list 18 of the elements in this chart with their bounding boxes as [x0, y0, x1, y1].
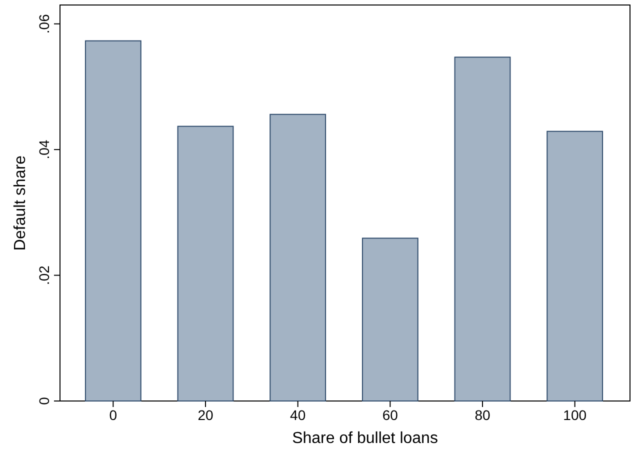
y-tick-label: .02 [36, 265, 52, 286]
x-tick-label: 100 [563, 406, 587, 423]
bar [362, 238, 418, 402]
bar [84, 40, 142, 402]
bar [546, 130, 604, 402]
x-tick-label: 80 [474, 406, 490, 423]
bar [177, 126, 234, 402]
y-tick-label: .06 [36, 14, 52, 34]
y-tick-label: .04 [36, 140, 52, 160]
x-axis-title: Share of bullet loans [292, 430, 438, 447]
x-tick-label: 20 [198, 406, 214, 423]
y-tick-label: 0 [36, 396, 52, 405]
x-tick-label: 60 [382, 406, 398, 423]
y-axis-title: Default share [12, 155, 29, 251]
bar [270, 114, 326, 402]
x-tick-label: 0 [109, 406, 118, 423]
x-tick-label: 40 [290, 406, 306, 423]
bar [454, 56, 511, 402]
